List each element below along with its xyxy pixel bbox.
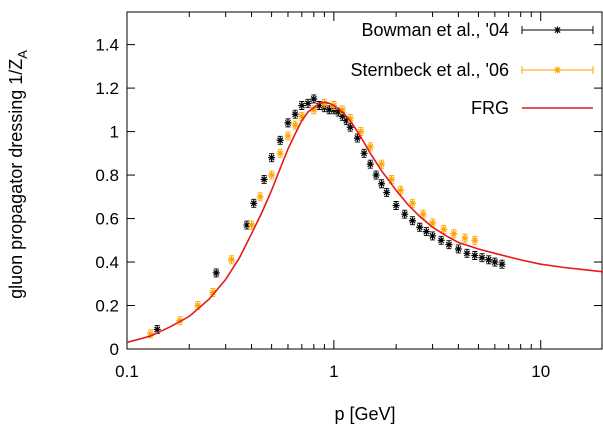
data-point [291, 121, 299, 129]
data-point [429, 232, 437, 240]
y-tick-label: 0.2 [95, 297, 119, 316]
data-point [463, 249, 471, 257]
series-0 [153, 94, 506, 334]
data-point [346, 115, 354, 123]
data-point [248, 221, 256, 229]
data-point [498, 260, 506, 268]
data-point [378, 160, 386, 168]
data-point [310, 95, 318, 103]
y-tick-label: 1 [110, 123, 119, 142]
data-point [298, 101, 306, 109]
data-point [250, 199, 258, 207]
data-point [416, 223, 424, 231]
data-point [209, 288, 217, 296]
data-point [276, 136, 284, 144]
data-point [346, 123, 354, 131]
data-point [401, 210, 409, 218]
legend-label-2: FRG [471, 98, 509, 118]
data-point [310, 106, 318, 114]
series-line-frg [126, 101, 603, 344]
x-axis-label: p [GeV] [334, 404, 395, 424]
data-point [366, 160, 374, 168]
data-point [304, 99, 312, 107]
data-point [409, 199, 417, 207]
data-point [243, 221, 251, 229]
y-axis-label-main: gluon propagator dressing 1/Z [6, 59, 26, 299]
series-1 [147, 98, 479, 339]
series-2 [126, 101, 603, 344]
data-point [291, 110, 299, 118]
data-point [471, 252, 479, 260]
data-point [409, 217, 417, 225]
y-tick-label: 0 [110, 340, 119, 359]
data-point [268, 154, 276, 162]
data-point [454, 245, 462, 253]
legend: Bowman et al., '04 Sternbeck et al., '06 F… [350, 20, 594, 118]
data-point [397, 186, 405, 194]
data-point [276, 149, 284, 157]
y-tick-label: 1.4 [95, 36, 119, 55]
data-point [342, 117, 350, 125]
data-point [461, 234, 469, 242]
y-tick-label: 1.2 [95, 79, 119, 98]
data-point [360, 149, 368, 157]
legend-sample-marker [554, 66, 561, 74]
data-point [325, 106, 333, 114]
legend-sample-marker [554, 26, 561, 34]
data-point [284, 119, 292, 127]
data-point [357, 128, 365, 136]
data-point [485, 256, 493, 264]
data-point [353, 134, 361, 142]
data-point [256, 193, 264, 201]
data-point [388, 175, 396, 183]
data-point [383, 188, 391, 196]
data-point [471, 236, 479, 244]
data-point [338, 106, 346, 114]
data-point [320, 99, 328, 107]
data-point [372, 171, 380, 179]
plot-border [126, 11, 603, 350]
x-tick-label: 10 [531, 362, 550, 381]
data-point [378, 180, 386, 188]
data-point [429, 219, 437, 227]
data-point [491, 258, 499, 266]
data-point [298, 112, 306, 120]
plot-frame [126, 11, 603, 350]
data-point [153, 325, 161, 333]
data-point [284, 132, 292, 140]
axis-ticks: 0 0.2 0.4 0.6 0.8 1 1.2 1.4 0.1 1 10 [95, 12, 602, 381]
data-point [419, 210, 427, 218]
data-point [227, 256, 235, 264]
data-point [450, 230, 458, 238]
data-point [422, 228, 430, 236]
y-axis-label: gluon propagator dressing 1/ZA [6, 50, 30, 299]
data-point [338, 112, 346, 120]
y-axis-label-subscript: A [15, 50, 30, 59]
data-point [392, 202, 400, 210]
y-tick-label: 0.6 [95, 210, 119, 229]
y-tick-label: 0.4 [95, 253, 119, 272]
data-point [440, 225, 448, 233]
data-point [334, 108, 342, 116]
legend-label-0: Bowman et al., '04 [361, 20, 509, 40]
data-point [478, 254, 486, 262]
data-point [147, 330, 155, 338]
series-layer [126, 94, 603, 344]
data-point [437, 236, 445, 244]
data-point [260, 175, 268, 183]
y-tick-label: 0.8 [95, 166, 119, 185]
x-tick-label: 0.1 [115, 362, 139, 381]
data-point [366, 143, 374, 151]
data-point [268, 171, 276, 179]
data-point [212, 269, 220, 277]
x-tick-label: 1 [329, 362, 338, 381]
legend-label-1: Sternbeck et al., '06 [350, 60, 509, 80]
data-point [445, 241, 453, 249]
data-point [315, 101, 323, 109]
data-point [194, 302, 202, 310]
